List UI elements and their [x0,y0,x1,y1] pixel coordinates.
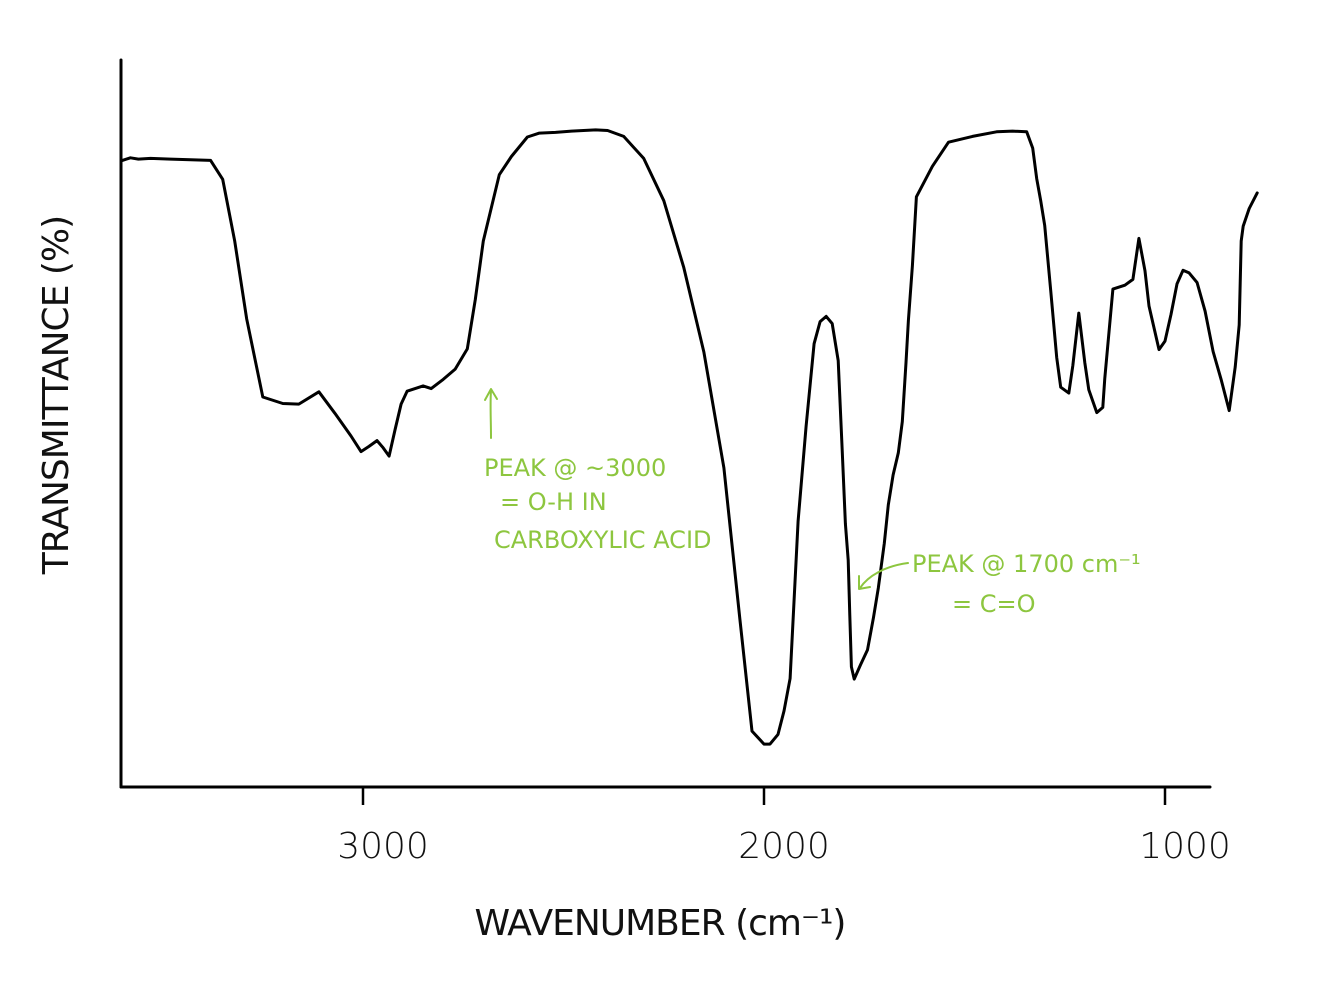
annotation-oh-line-3: CARBOXYLIC ACID [494,526,712,554]
x-tick-label-1000: 1000 [1139,826,1231,867]
annotation-co-arrow [858,562,909,590]
spectrum-line [120,128,1259,746]
x-tick-label-3000: 3000 [337,826,429,867]
annotation-co-line-1: PEAK @ 1700 cm⁻¹ [912,550,1141,578]
x-tick-label-2000: 2000 [738,826,830,867]
annotation-co-line-2: = C=O [952,590,1036,618]
annotation-oh-arrow [484,388,498,439]
annotation-oh-peak: PEAK @ ~3000 = O-H IN CARBOXYLIC ACID [484,388,712,554]
annotation-oh-line-2: = O-H IN [500,488,607,516]
annotation-oh-line-1: PEAK @ ~3000 [484,454,666,482]
y-axis-title: TRANSMITTANCE (%) [36,216,77,575]
annotation-co-peak: PEAK @ 1700 cm⁻¹ = C=O [858,550,1141,618]
x-axis-title: WAVENUMBER (cm⁻¹) [475,903,846,944]
x-axis-ticks: 3000 2000 1000 [337,787,1231,867]
